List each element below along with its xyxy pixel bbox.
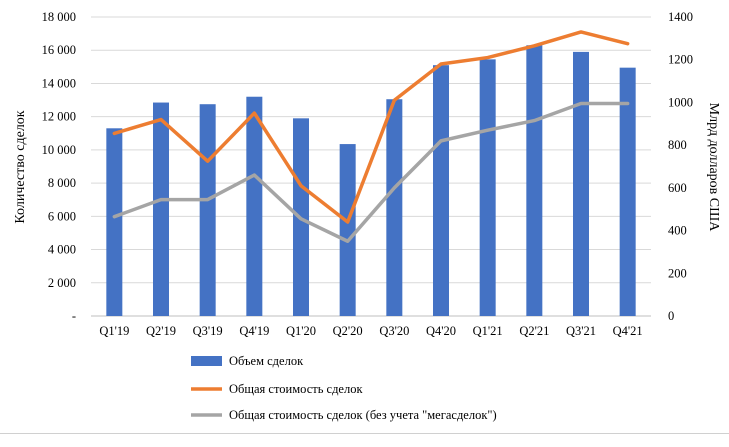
- y-tick-label: 2 000: [48, 276, 76, 290]
- x-tick-label: Q3'19: [193, 324, 223, 338]
- bar: [199, 104, 216, 316]
- y2-tick-label: 200: [668, 266, 687, 280]
- x-tick-label: Q4'21: [613, 324, 643, 338]
- bar: [433, 65, 449, 316]
- y-tick-label: 6 000: [48, 209, 76, 223]
- x-tick-label: Q1'21: [473, 324, 503, 338]
- bottom-divider: [0, 433, 729, 434]
- y2-tick-label: 400: [668, 224, 687, 238]
- bar: [246, 96, 263, 316]
- x-tick-label: Q2'20: [333, 324, 363, 338]
- y2-tick-label: 1400: [668, 10, 693, 24]
- x-tick-label: Q3'21: [566, 324, 596, 338]
- bar-series: [106, 45, 636, 317]
- bar: [153, 102, 169, 316]
- bar: [339, 144, 356, 316]
- y2-tick-label: 800: [668, 138, 687, 152]
- y2-tick-label: 1000: [668, 95, 693, 109]
- x-tick-label: Q2'19: [146, 324, 176, 338]
- x-tick-label: Q3'20: [379, 324, 409, 338]
- legend-label: Общая стоимость сделок (без учета "мегас…: [229, 408, 497, 422]
- x-tick-label: Q4'19: [239, 324, 269, 338]
- bar: [573, 51, 589, 317]
- y-tick-label: 16 000: [42, 43, 76, 57]
- y-axis-title: Количество сделок: [13, 110, 28, 223]
- legend-label: Объем сделок: [229, 354, 304, 368]
- y2-tick-label: 1200: [668, 53, 693, 67]
- y2-tick-label: 600: [668, 181, 687, 195]
- x-tick-label: Q4'20: [426, 324, 456, 338]
- y2-tick-label: 0: [668, 309, 674, 323]
- x-tick-label: Q2'21: [519, 324, 549, 338]
- x-tick-label: Q1'19: [99, 324, 129, 338]
- y-tick-label: 8 000: [48, 176, 76, 190]
- tick-labels: - 2 000 4 000 6 000 8 000 10 000 12 000 14 000 1…: [42, 10, 693, 338]
- y-tick-label: 18 000: [42, 10, 76, 24]
- bar: [619, 67, 636, 317]
- line-series: [112, 30, 630, 243]
- y-tick-label: 12 000: [42, 110, 76, 124]
- x-tick-label: Q1'20: [286, 324, 316, 338]
- bar: [526, 45, 543, 316]
- legend-swatch-bar: [191, 356, 222, 366]
- legend-label: Общая стоимость сделок: [229, 382, 363, 396]
- y2-axis-title: Млрд долларов США: [706, 103, 721, 233]
- series-line-value-excl-mega: [112, 101, 630, 243]
- y-tick-label: 10 000: [42, 143, 76, 157]
- bar: [106, 128, 123, 316]
- bar: [479, 59, 496, 316]
- y-tick-label: 4 000: [48, 243, 76, 257]
- grid-lines: [91, 16, 651, 317]
- y-tick-label: 14 000: [42, 76, 76, 90]
- legend: Объем сделок Общая стоимость сделок Общая …: [191, 354, 497, 422]
- bar: [386, 99, 403, 316]
- series-line-total-value: [112, 30, 630, 224]
- y-tick-label: -: [72, 309, 76, 323]
